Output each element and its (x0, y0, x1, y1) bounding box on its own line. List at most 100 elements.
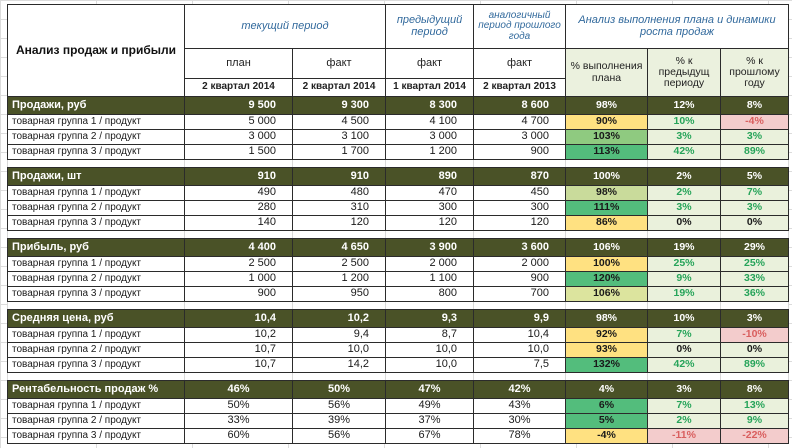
cell-plan-pct[interactable]: 113% (565, 144, 649, 160)
cell-fact-prev[interactable]: 8 300 (385, 96, 475, 115)
cell-year-pct[interactable]: 0% (720, 215, 790, 231)
cell-fact-year[interactable]: 900 (473, 144, 567, 160)
cell-fact-year[interactable]: 450 (473, 185, 567, 201)
cell-prev-pct[interactable]: 10% (647, 309, 722, 328)
cell-plan[interactable]: 280 (184, 200, 293, 216)
header-quarter-plan[interactable]: 2 квартал 2014 (184, 78, 293, 97)
cell-plan[interactable]: 490 (184, 185, 293, 201)
cell-plan-pct[interactable]: 86% (565, 215, 649, 231)
row-label[interactable]: товарная группа 1 / продукт (7, 327, 185, 343)
cell-plan[interactable]: 10,7 (184, 357, 293, 373)
cell-year-pct[interactable]: 29% (720, 238, 790, 257)
cell-fact-current[interactable]: 14,2 (291, 357, 387, 373)
empty-cell[interactable] (291, 159, 387, 168)
cell-plan[interactable]: 140 (184, 215, 293, 231)
cell-fact-prev[interactable]: 800 (385, 286, 475, 302)
cell-fact-current[interactable]: 50% (291, 380, 387, 399)
cell-year-pct[interactable]: -10% (720, 327, 790, 343)
header-analysis-title[interactable]: Анализ выполнения плана и динамики роста… (565, 4, 790, 49)
cell-prev-pct[interactable]: 19% (647, 238, 722, 257)
section-label[interactable]: Продажи, шт (7, 167, 185, 186)
header-quarter-prev[interactable]: 1 квартал 2014 (385, 78, 475, 97)
cell-fact-current[interactable]: 4 500 (291, 114, 387, 130)
cell-fact-current[interactable]: 4 650 (291, 238, 387, 257)
cell-plan[interactable]: 46% (184, 380, 293, 399)
cell-year-pct[interactable]: 3% (720, 200, 790, 216)
cell-plan[interactable]: 910 (184, 167, 293, 186)
row-label[interactable]: товарная группа 2 / продукт (7, 342, 185, 358)
cell-plan-pct[interactable]: 98% (565, 96, 649, 115)
cell-prev-pct[interactable]: 10% (647, 114, 722, 130)
cell-fact-prev[interactable]: 1 100 (385, 271, 475, 287)
cell-plan-pct[interactable]: 132% (565, 357, 649, 373)
cell-fact-prev[interactable]: 470 (385, 185, 475, 201)
empty-cell[interactable] (565, 372, 649, 381)
cell-prev-pct[interactable]: 19% (647, 286, 722, 302)
section-label[interactable]: Продажи, руб (7, 96, 185, 115)
cell-fact-current[interactable]: 56% (291, 398, 387, 414)
empty-cell[interactable] (720, 159, 790, 168)
cell-prev-pct[interactable]: 12% (647, 96, 722, 115)
cell-prev-pct[interactable]: 3% (647, 380, 722, 399)
empty-cell[interactable] (647, 230, 722, 239)
cell-fact-year[interactable]: 300 (473, 200, 567, 216)
empty-cell[interactable] (184, 301, 293, 310)
cell-fact-current[interactable]: 56% (291, 428, 387, 444)
cell-plan[interactable]: 3 000 (184, 129, 293, 145)
cell-year-pct[interactable]: 8% (720, 380, 790, 399)
cell-fact-current[interactable]: 1 700 (291, 144, 387, 160)
cell-prev-pct[interactable]: 2% (647, 185, 722, 201)
cell-year-pct[interactable]: 36% (720, 286, 790, 302)
header-current-period[interactable]: текущий период (183, 4, 387, 49)
cell-fact-current[interactable]: 950 (291, 286, 387, 302)
empty-cell[interactable] (473, 372, 567, 381)
row-label[interactable]: товарная группа 1 / продукт (7, 185, 185, 201)
cell-plan[interactable]: 5 000 (184, 114, 293, 130)
cell-plan-pct[interactable]: 106% (565, 238, 649, 257)
cell-prev-pct[interactable]: -11% (647, 428, 722, 444)
empty-cell[interactable] (184, 159, 293, 168)
cell-plan[interactable]: 9 500 (184, 96, 293, 115)
cell-prev-pct[interactable]: 0% (647, 215, 722, 231)
empty-cell[interactable] (720, 372, 790, 381)
empty-cell[interactable] (473, 159, 567, 168)
header-fact-current[interactable]: факт (291, 48, 387, 79)
cell-prev-pct[interactable]: 3% (647, 129, 722, 145)
header-prev-pct[interactable]: % к предыдущ периоду (647, 48, 722, 97)
cell-fact-current[interactable]: 10,2 (291, 309, 387, 328)
empty-cell[interactable] (720, 230, 790, 239)
cell-fact-current[interactable]: 10,0 (291, 342, 387, 358)
empty-cell[interactable] (473, 230, 567, 239)
cell-year-pct[interactable]: 3% (720, 129, 790, 145)
section-label[interactable]: Средняя цена, руб (7, 309, 185, 328)
section-label[interactable]: Рентабельность продаж % (7, 380, 185, 399)
cell-year-pct[interactable]: 89% (720, 357, 790, 373)
empty-cell[interactable] (291, 372, 387, 381)
cell-plan-pct[interactable]: 111% (565, 200, 649, 216)
cell-fact-current[interactable]: 9 300 (291, 96, 387, 115)
cell-year-pct[interactable]: 9% (720, 413, 790, 429)
empty-cell[interactable] (184, 372, 293, 381)
cell-fact-prev[interactable]: 8,7 (385, 327, 475, 343)
cell-fact-year[interactable]: 870 (473, 167, 567, 186)
cell-plan[interactable]: 10,4 (184, 309, 293, 328)
section-label[interactable]: Прибыль, руб (7, 238, 185, 257)
cell-plan-pct[interactable]: 4% (565, 380, 649, 399)
cell-plan-pct[interactable]: -4% (565, 428, 649, 444)
empty-cell[interactable] (565, 159, 649, 168)
cell-prev-pct[interactable]: 2% (647, 413, 722, 429)
cell-fact-current[interactable]: 2 500 (291, 256, 387, 272)
cell-fact-prev[interactable]: 120 (385, 215, 475, 231)
cell-prev-pct[interactable]: 7% (647, 398, 722, 414)
header-year-pct[interactable]: % к прошлому году (720, 48, 790, 97)
header-quarter-year[interactable]: 2 квартал 2013 (473, 78, 567, 97)
cell-fact-prev[interactable]: 67% (385, 428, 475, 444)
empty-cell[interactable] (291, 301, 387, 310)
cell-year-pct[interactable]: 3% (720, 309, 790, 328)
cell-fact-year[interactable]: 4 700 (473, 114, 567, 130)
row-label[interactable]: товарная группа 1 / продукт (7, 256, 185, 272)
empty-cell[interactable] (720, 301, 790, 310)
cell-fact-prev[interactable]: 47% (385, 380, 475, 399)
cell-fact-prev[interactable]: 890 (385, 167, 475, 186)
cell-plan[interactable]: 1 000 (184, 271, 293, 287)
